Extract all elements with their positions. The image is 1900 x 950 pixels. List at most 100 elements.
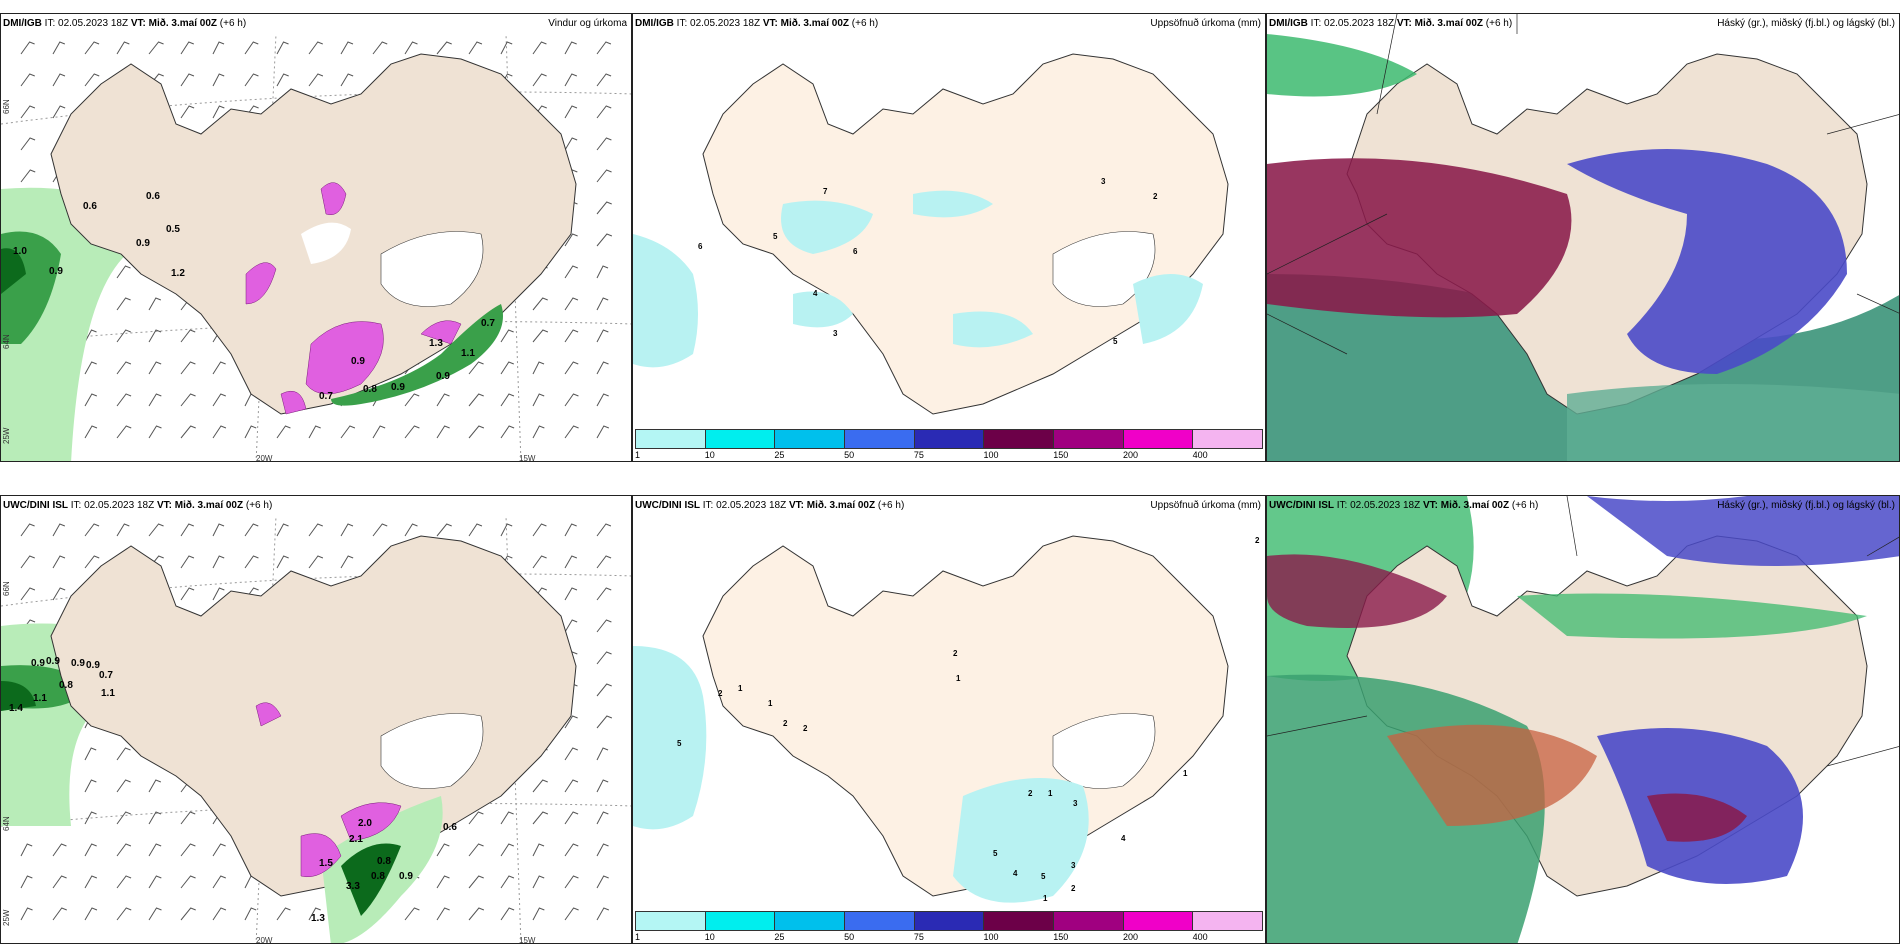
precip-label: 5 [993, 849, 998, 858]
wind-barb [596, 169, 612, 183]
wind-label: 3.3 [346, 881, 360, 892]
wind-barb [52, 73, 66, 87]
panel-title: Háský (gr.), miðský (fj.bl.) og lágský (… [1717, 500, 1895, 511]
svg-text:25W: 25W [2, 909, 11, 926]
wind-barb [500, 843, 514, 857]
wind-barb [340, 555, 354, 569]
wind-label: 0.5 [166, 224, 180, 235]
valid-time: VT: Mið. 3.maí 00Z [156, 500, 244, 511]
wind-map: 0.6 0.6 0.5 1.0 0.9 0.9 1.2 0.7 1.1 0.9 … [1, 33, 631, 461]
wind-barb [116, 265, 131, 279]
high-cloud-layer [1387, 724, 1597, 826]
wind-barb [500, 425, 515, 439]
wind-barb [212, 73, 225, 87]
cloud-map [1267, 14, 1899, 461]
colorbar-cell [1193, 912, 1263, 930]
wind-barb [212, 425, 227, 439]
wind-label: 0.9 [49, 266, 63, 277]
init-time: IT: 02.05.2023 18Z [44, 18, 129, 29]
wind-barb [244, 41, 259, 55]
precip-label: 6 [698, 242, 703, 251]
wind-barb [308, 425, 321, 439]
wind-barb [404, 523, 418, 537]
valid-time: VT: Mið. 3.maí 00Z [1422, 500, 1510, 511]
wind-label: 0.9 [436, 371, 450, 382]
wind-barb [468, 361, 484, 375]
wind-barb [148, 523, 164, 537]
svg-text:20W: 20W [256, 936, 273, 944]
wind-barb [596, 811, 609, 825]
precip-label: 4 [1013, 869, 1018, 878]
wind-barb [180, 907, 196, 921]
wind-barb [404, 393, 420, 407]
precip-snow-areas [255, 702, 402, 878]
wind-barb [308, 523, 323, 537]
colorbar: 1 10 25 50 75 100 150 200 400 [635, 911, 1263, 943]
wind-barb [500, 523, 513, 537]
iceland-land [702, 535, 1229, 897]
wind-barb [20, 875, 33, 889]
colorbar-cell [914, 912, 985, 930]
wind-barb [500, 361, 514, 375]
colorbar-cell [636, 912, 706, 930]
wind-label: 1.1 [33, 693, 47, 704]
wind-barb [596, 137, 612, 151]
colorbar-ticks: 1 10 25 50 75 100 150 200 400 [635, 931, 1263, 943]
colorbar-cell [914, 430, 985, 448]
precip-label: 1 [768, 699, 773, 708]
wind-barb [148, 907, 162, 921]
wind-label: 0.9 [31, 658, 45, 669]
precip-area [953, 778, 1089, 903]
colorbar-cell [984, 430, 1055, 448]
wind-barb [116, 297, 131, 311]
wind-barb [500, 41, 513, 55]
precip-core [1, 248, 26, 294]
wind-label: 2.1 [349, 834, 363, 845]
wind-barb [532, 41, 547, 55]
precip-label: 2 [1071, 884, 1076, 893]
wind-barb [340, 425, 356, 439]
wind-barb [596, 907, 610, 921]
wind-barb [372, 523, 388, 537]
precip-label: 5 [773, 232, 778, 241]
wind-barb [148, 41, 164, 55]
precip-label: 1 [1183, 769, 1188, 778]
colorbar-tick: 75 [913, 450, 924, 460]
wind-barb [116, 523, 130, 537]
forecast-step: (+6 h) [245, 500, 273, 511]
wind-barb [564, 779, 579, 793]
colorbar-tick: 50 [844, 450, 855, 460]
wind-barb [372, 41, 388, 55]
high-cloud-layer [1647, 793, 1747, 842]
wind-barb [564, 105, 578, 119]
wind-barb [532, 329, 549, 343]
wind-barb [84, 779, 97, 793]
wind-barb [52, 105, 66, 119]
wind-label: 1.3 [429, 338, 443, 349]
wind-barb [180, 555, 195, 569]
precip-label: 5 [1113, 337, 1118, 346]
wind-label: 0.9 [71, 658, 85, 669]
wind-barb [532, 843, 545, 857]
wind-barb [596, 875, 609, 889]
wind-barb [468, 811, 484, 825]
model-name: UWC/DINI ISL [1269, 500, 1334, 511]
wind-barb [52, 875, 67, 889]
wind-barb [212, 523, 225, 537]
precip-labels: 0.6 0.6 0.5 1.0 0.9 0.9 1.2 0.7 1.1 0.9 … [13, 191, 495, 402]
wind-barb [52, 587, 66, 601]
cloud-map [1267, 496, 1899, 943]
wind-barb [148, 875, 162, 889]
wind-barb [340, 73, 354, 87]
wind-barb [500, 875, 515, 889]
precip-labels: 2 2 1 1 2 2 5 2 1 2 1 1 5 4 5 3 4 3 2 1 [677, 536, 1260, 903]
precip-label: 5 [677, 739, 682, 748]
forecast-step: (+6 h) [219, 18, 247, 29]
wind-barb [596, 265, 609, 279]
wind-barb [84, 73, 100, 87]
map-panel-accum-precip-dmi: DMI/IGB IT: 02.05.2023 18Z VT: Mið. 3.ma… [632, 13, 1266, 462]
colorbar-tick: 25 [774, 932, 785, 942]
svg-text:66N: 66N [2, 99, 11, 114]
precip-label: 2 [1028, 789, 1033, 798]
wind-barb [84, 523, 100, 537]
